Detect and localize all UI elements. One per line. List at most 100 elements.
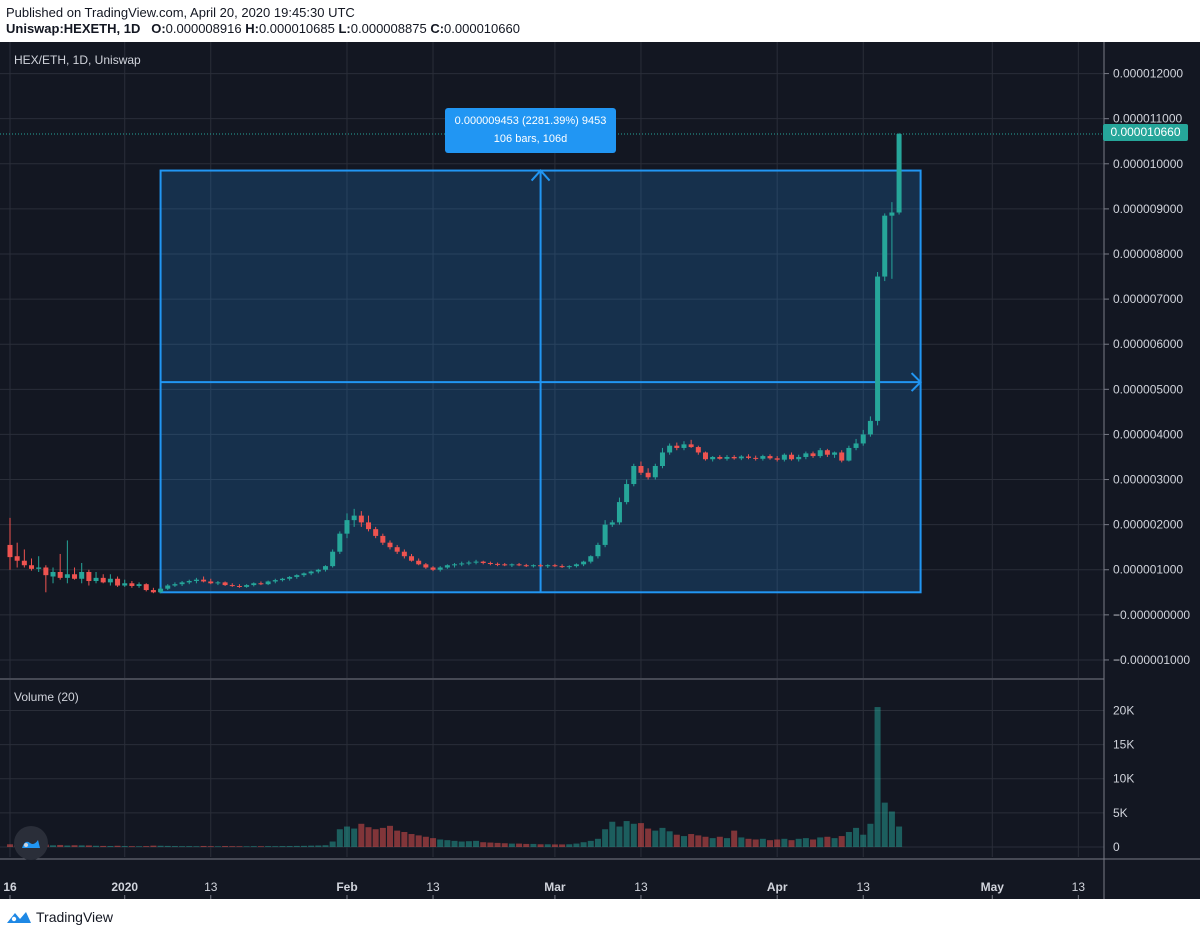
open-label: O: (151, 21, 166, 36)
volume-bar (107, 845, 114, 847)
candle-body (394, 547, 400, 552)
volume-tick-label: 0 (1113, 840, 1120, 854)
low-label: L: (338, 21, 351, 36)
price-tick-label: 0.000008000 (1113, 247, 1183, 261)
volume-bar (874, 707, 881, 847)
candle-body (272, 580, 278, 582)
volume-bar (609, 821, 616, 847)
volume-bar (293, 845, 300, 847)
tradingview-logo[interactable]: TradingView (6, 908, 113, 926)
measure-right-arrow (910, 372, 923, 392)
volume-tick-label: 15K (1113, 738, 1134, 752)
price-tick-label: 0.000005000 (1113, 382, 1183, 396)
chart-background (0, 42, 1200, 899)
candle-body (401, 551, 407, 557)
candle-body (659, 452, 665, 466)
volume-bar (458, 841, 465, 847)
candle-body (767, 456, 773, 459)
candle-body (208, 581, 214, 584)
volume-bar (888, 811, 895, 847)
measure-up-arrow (530, 169, 551, 182)
volume-bar (257, 846, 264, 847)
candle-body (459, 563, 465, 565)
volume-bar (673, 834, 680, 847)
volume-bar (487, 842, 494, 847)
volume-bar (652, 830, 659, 847)
price-tick-label: 0.000001000 (1113, 563, 1183, 577)
candle-body (179, 582, 185, 585)
price-tick-label: 0.000010000 (1113, 157, 1183, 171)
candle-body (559, 566, 565, 568)
tradingview-chart-logo-icon[interactable] (14, 826, 48, 860)
time-tick-label: 13 (204, 880, 218, 894)
candle-body (839, 452, 845, 461)
measure-change: 0.000009453 (2281.39%) 9453 (454, 115, 607, 127)
candle-body (860, 434, 866, 444)
candle-body (516, 564, 522, 566)
candle-body (193, 579, 199, 582)
candle-body (215, 582, 221, 584)
candle-body (251, 583, 257, 586)
volume-bar (451, 840, 458, 847)
volume-bar (523, 843, 530, 847)
candle-body (21, 560, 27, 566)
volume-bar (121, 846, 128, 847)
candle-body (444, 565, 450, 568)
candle-body (387, 542, 393, 548)
published-info: Published on TradingView.com, April 20, … (6, 5, 355, 20)
candle-body (789, 454, 795, 460)
volume-bar (767, 840, 774, 847)
footer: TradingView (0, 899, 1200, 935)
volume-bar (100, 845, 107, 847)
price-chart[interactable]: 0.000012000 0.000011000 0.000010000 0.00000… (0, 42, 1200, 899)
volume-bar (501, 843, 508, 847)
volume-bar (788, 840, 795, 847)
volume-bar (544, 844, 551, 847)
volume-label: Volume (20) (14, 690, 79, 704)
price-tick-label: 0.000009000 (1113, 202, 1183, 216)
candle-body (480, 561, 486, 563)
volume-bar (802, 838, 809, 847)
volume-bar (709, 838, 716, 847)
volume-bar (716, 836, 723, 847)
volume-bar (422, 836, 429, 847)
candle-body (201, 579, 207, 582)
candle-body (602, 524, 608, 545)
time-tick-label: Apr (767, 880, 788, 894)
volume-bar (645, 828, 652, 847)
volume-bar (731, 830, 738, 847)
volume-bar (93, 845, 100, 847)
high-value: 0.000010685 (258, 21, 335, 36)
volume-bar (437, 839, 444, 847)
close-label: C: (430, 21, 445, 36)
candle-body (308, 571, 314, 574)
candle-body (279, 578, 285, 581)
time-tick-label: 13 (426, 880, 440, 894)
volume-bar (759, 838, 766, 847)
volume-bar (171, 846, 178, 847)
volume-bar (659, 827, 666, 847)
candle-body (495, 563, 501, 565)
publish-header: Published on TradingView.com, April 20, … (0, 0, 1200, 42)
candle-body (72, 574, 78, 579)
volume-tick-label: 5K (1113, 806, 1128, 820)
candle-body (702, 452, 708, 460)
candle-body (136, 584, 142, 586)
candle-body (430, 567, 436, 570)
volume-bar (559, 844, 566, 847)
volume-bar (666, 831, 673, 847)
volume-bar (186, 846, 193, 847)
volume-bar (286, 845, 293, 847)
candle-body (867, 420, 873, 435)
price-tick-label: 0.000012000 (1113, 67, 1183, 81)
volume-bar (680, 836, 687, 847)
candle-body (222, 582, 228, 586)
volume-bar (480, 842, 487, 847)
candle-body (717, 456, 723, 459)
candle-body (100, 577, 106, 583)
volume-bar (401, 831, 408, 847)
volume-bar (71, 845, 78, 847)
volume-bar (250, 846, 257, 847)
volume-bar (7, 844, 13, 847)
volume-bar (78, 845, 85, 847)
